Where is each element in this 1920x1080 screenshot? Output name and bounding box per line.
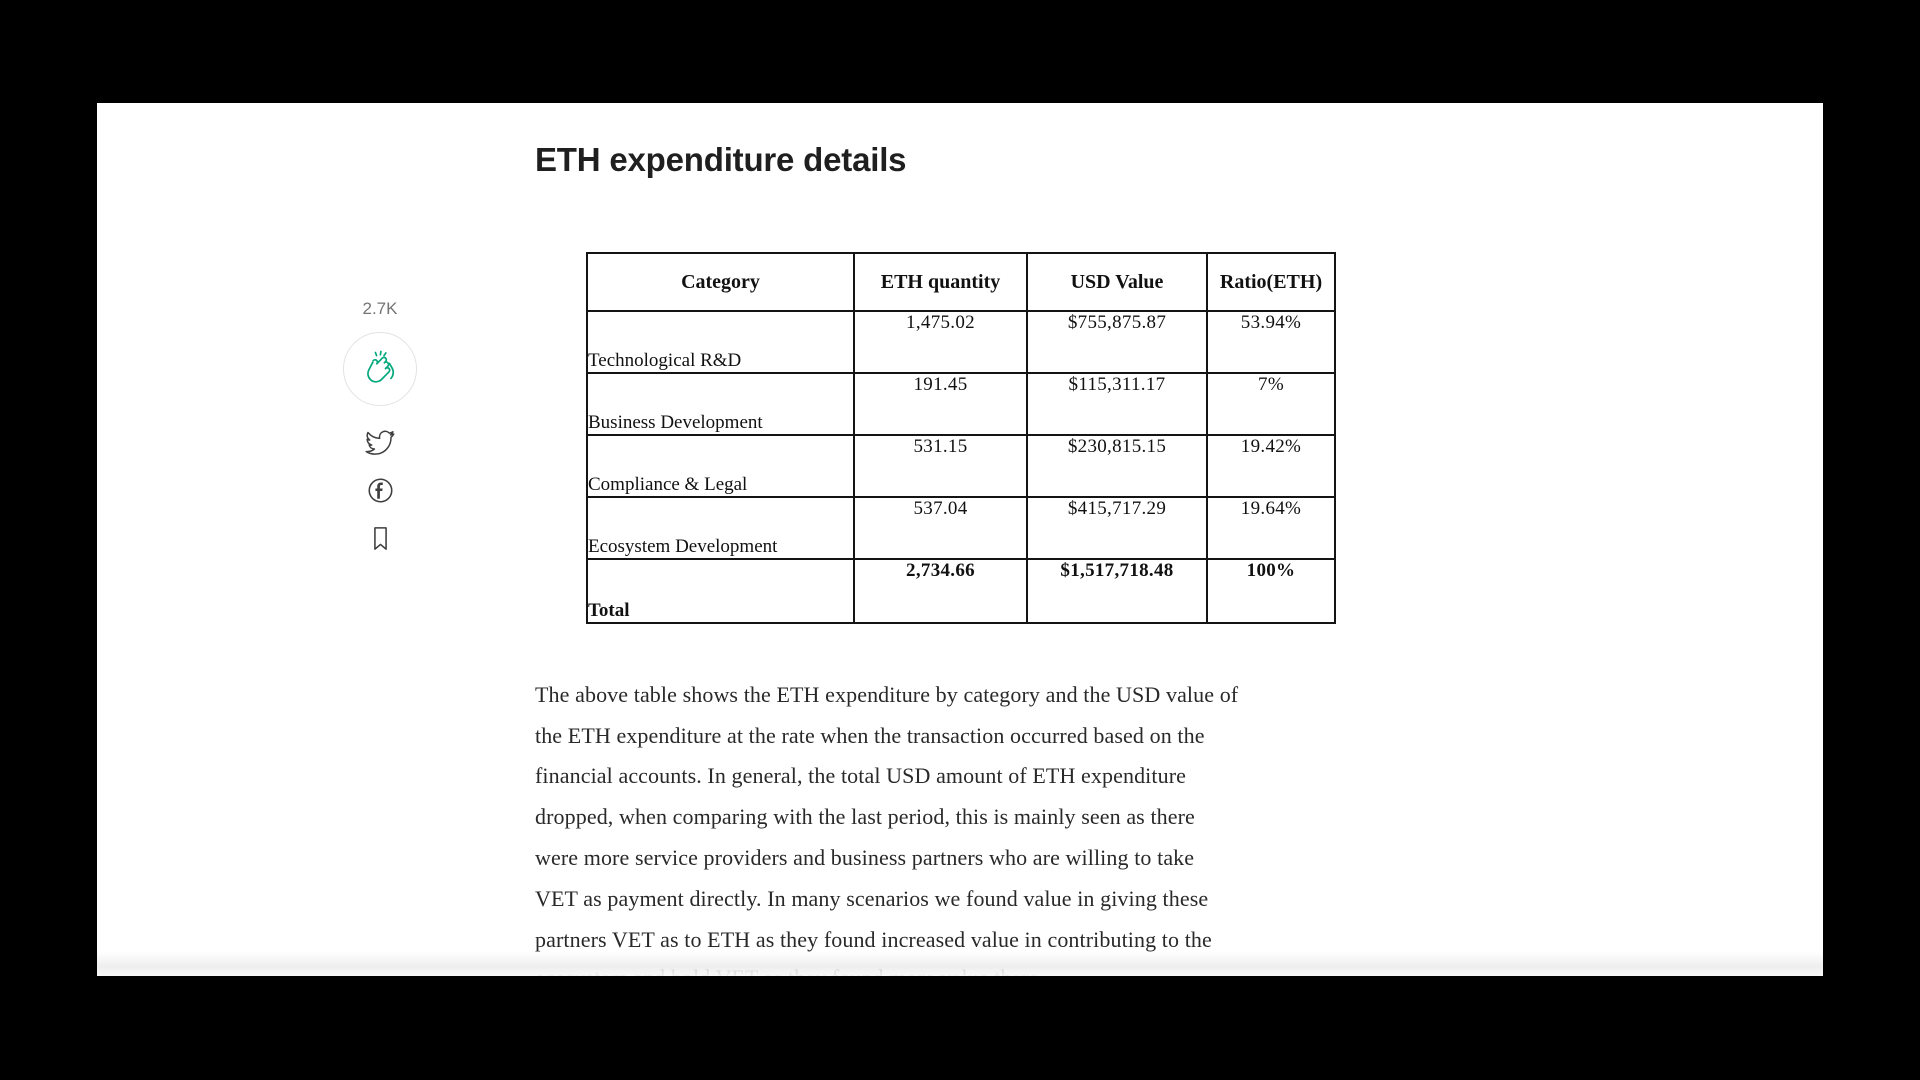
cell-ratio-total: 100% — [1206, 558, 1336, 624]
claps-count[interactable]: 2.7K — [362, 299, 398, 318]
column-header-eth-quantity: ETH quantity — [853, 252, 1028, 312]
column-header-ratio: Ratio(ETH) — [1206, 252, 1336, 312]
table-row: Technological R&D 1,475.02 $755,875.87 5… — [586, 310, 1336, 374]
paragraph-line: The above table shows the ETH expenditur… — [535, 682, 1239, 707]
table-header-row: Category ETH quantity USD Value Ratio(ET… — [586, 252, 1336, 312]
cell-category: Technological R&D — [586, 310, 855, 374]
cell-category: Ecosystem Development — [586, 496, 855, 560]
cell-eth-total: 2,734.66 — [853, 558, 1028, 624]
facebook-icon — [366, 476, 395, 505]
cell-usd-total: $1,517,718.48 — [1026, 558, 1208, 624]
eth-expenditure-table: Category ETH quantity USD Value Ratio(ET… — [586, 252, 1336, 624]
cell-ratio: 19.42% — [1206, 434, 1336, 498]
cell-eth: 1,475.02 — [853, 310, 1028, 374]
twitter-icon — [365, 428, 395, 458]
column-header-category: Category — [586, 252, 855, 312]
paragraph-line: financial accounts. In general, the tota… — [535, 763, 1186, 788]
cell-ratio: 19.64% — [1206, 496, 1336, 560]
table-row: Business Development 191.45 $115,311.17 … — [586, 372, 1336, 436]
paragraph-line-clipped: ecosystem and hold VET as they found mor… — [535, 965, 1039, 976]
cell-usd: $755,875.87 — [1026, 310, 1208, 374]
cell-eth: 531.15 — [853, 434, 1028, 498]
paragraph-line: VET as payment directly. In many scenari… — [535, 886, 1209, 911]
cell-usd: $115,311.17 — [1026, 372, 1208, 436]
cell-ratio: 7% — [1206, 372, 1336, 436]
content-card: ETH expenditure details 2.7K — [97, 103, 1823, 976]
cell-ratio: 53.94% — [1206, 310, 1336, 374]
cell-eth: 537.04 — [853, 496, 1028, 560]
bookmark-icon — [367, 524, 394, 553]
facebook-share-button[interactable] — [343, 476, 417, 505]
paragraph-line: dropped, when comparing with the last pe… — [535, 804, 1195, 829]
paragraph-line: the ETH expenditure at the rate when the… — [535, 723, 1205, 748]
cell-usd: $415,717.29 — [1026, 496, 1208, 560]
bookmark-button[interactable] — [343, 524, 417, 553]
table-row: Compliance & Legal 531.15 $230,815.15 19… — [586, 434, 1336, 498]
table-total-row: Total 2,734.66 $1,517,718.48 100% — [586, 558, 1336, 624]
cell-category: Compliance & Legal — [586, 434, 855, 498]
action-rail: 2.7K — [343, 299, 417, 553]
paragraph-line: partners VET as to ETH as they found inc… — [535, 927, 1212, 952]
clap-icon — [358, 347, 402, 391]
page-title: ETH expenditure details — [535, 141, 907, 178]
cell-category-total: Total — [586, 558, 855, 624]
clap-button[interactable] — [343, 332, 417, 406]
cell-usd: $230,815.15 — [1026, 434, 1208, 498]
table-row: Ecosystem Development 537.04 $415,717.29… — [586, 496, 1336, 560]
cell-eth: 191.45 — [853, 372, 1028, 436]
cell-category: Business Development — [586, 372, 855, 436]
column-header-usd-value: USD Value — [1026, 252, 1208, 312]
twitter-share-button[interactable] — [343, 428, 417, 458]
paragraph-line: were more service providers and business… — [535, 845, 1195, 870]
